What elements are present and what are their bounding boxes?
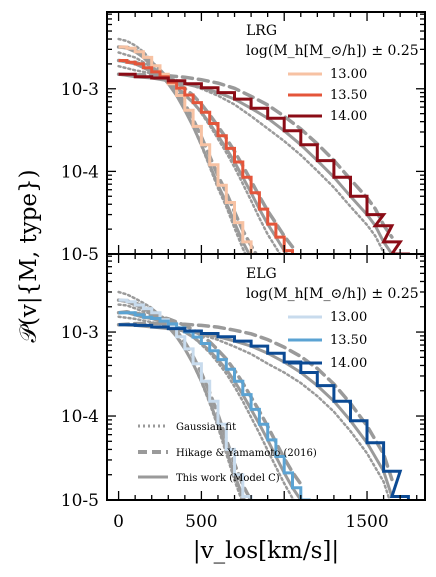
y-axis-label: 𝒫(v|{M, type})	[16, 169, 42, 342]
top-histogram-1350	[118, 59, 294, 254]
bottom-histograms	[118, 298, 410, 500]
panel-top: 10-3 10-4 10-5 LRG log(M_h[M_⊙/h]) ± 0.25 …	[61, 11, 426, 265]
bottom-ytick-label: 10-4	[61, 407, 99, 427]
bottom-histogram-1400	[118, 323, 410, 500]
model-legend-label-thiswork: This work (Model C)	[176, 473, 280, 484]
bottom-xtick-label: 0	[113, 512, 124, 532]
top-histograms	[118, 45, 410, 254]
model-legend-label-gaussian: Gaussian fit	[176, 422, 236, 433]
top-legend: LRG log(M_h[M_⊙/h]) ± 0.25 13.00 13.50 1…	[246, 23, 419, 124]
top-legend-expr: log(M_h[M_⊙/h]) ± 0.25	[246, 43, 419, 59]
top-model-dotted-1350	[117, 51, 282, 254]
top-legend-label-1350: 13.50	[330, 88, 367, 103]
panel-bottom: 10-3 10-4 10-5 0 500 1500 ELG log(M_h[M_⊙/h])…	[61, 253, 426, 532]
top-legend-label-1300: 13.00	[330, 67, 367, 82]
model-legend-label-hikage: Hikage & Yamamoto (2016)	[176, 448, 317, 459]
bottom-legend: ELG log(M_h[M_⊙/h]) ± 0.25 13.00 13.50 1…	[246, 266, 419, 371]
bottom-model-dotted-1400	[117, 315, 391, 500]
bottom-legend-name: ELG	[246, 266, 277, 282]
top-legend-label-1400: 14.00	[330, 109, 367, 124]
top-legend-name: LRG	[246, 23, 277, 39]
top-model-dashed-1350	[116, 58, 295, 249]
top-histogram-1400	[118, 72, 410, 254]
model-legend: Gaussian fit Hikage & Yamamoto (2016) Th…	[138, 422, 317, 484]
bottom-histogram-1350	[118, 311, 311, 500]
bottom-model-dashed-1350	[116, 310, 303, 486]
bottom-histogram-1300	[118, 298, 253, 500]
top-ytick-label: 10-4	[61, 162, 99, 182]
x-axis-label: |v_los[km/s]|	[193, 538, 339, 564]
bottom-frame	[106, 253, 426, 501]
bottom-ytick-label: 10-5	[61, 491, 99, 511]
bottom-model-dashed-1400	[116, 321, 394, 482]
bottom-legend-label-1400: 14.00	[330, 356, 367, 371]
bottom-xtick-label: 500	[185, 512, 217, 532]
bottom-model-dotted-1350	[117, 303, 296, 500]
bottom-legend-label-1300: 13.00	[330, 310, 367, 325]
top-ytick-label: 10-5	[61, 245, 99, 265]
top-histogram-1300	[118, 45, 253, 254]
bottom-ticks: 10-3 10-4 10-5 0 500 1500	[61, 254, 425, 532]
bottom-legend-label-1350: 13.50	[330, 333, 367, 348]
bottom-xtick-label: 1500	[345, 512, 388, 532]
top-ytick-label: 10-3	[61, 80, 99, 100]
bottom-legend-expr: log(M_h[M_⊙/h]) ± 0.25	[246, 286, 419, 302]
bottom-ytick-label: 10-3	[61, 323, 99, 343]
